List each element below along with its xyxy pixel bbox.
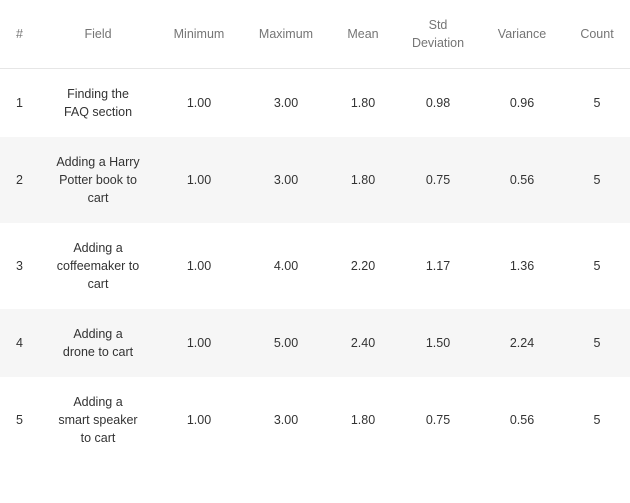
cell-std-deviation: 0.98: [425, 96, 451, 110]
cell-field: Finding the FAQ section: [40, 69, 156, 138]
cell-variance: 0.96: [509, 96, 535, 110]
cell-minimum: 1.00: [186, 413, 212, 427]
table-row: 1 Finding the FAQ section 1.00 3.00 1.80…: [0, 69, 630, 138]
header-index: #: [0, 0, 40, 69]
cell-field: Adding a Harry Potter book to cart: [40, 137, 156, 223]
cell-std-deviation: 1.17: [425, 259, 451, 273]
cell-field-text: Finding the FAQ section: [63, 87, 133, 119]
cell-index: 2: [0, 137, 40, 223]
cell-maximum: 3.00: [273, 96, 299, 110]
cell-index: 3: [16, 259, 23, 273]
cell-minimum: 1.00: [156, 309, 242, 377]
cell-variance: 2.24: [480, 309, 564, 377]
table-body: 1 Finding the FAQ section 1.00 3.00 1.80…: [0, 69, 630, 464]
header-field: Field: [40, 0, 156, 69]
statistics-table: # Field Minimum Maximum Mean Std Deviati…: [0, 0, 630, 464]
cell-count: 5: [593, 259, 601, 273]
table-row: 3 Adding a coffeemaker to cart 1.00 4.00…: [0, 223, 630, 309]
table-row: 2 Adding a Harry Potter book to cart 1.0…: [0, 137, 630, 223]
header-std-line1: Std: [428, 18, 448, 32]
cell-mean: 1.80: [330, 137, 396, 223]
cell-minimum: 1.00: [156, 137, 242, 223]
header-count: Count: [564, 0, 630, 69]
cell-field: Adding a smart speaker to cart: [40, 377, 156, 463]
cell-field: Adding a coffeemaker to cart: [40, 223, 156, 309]
cell-variance: 1.36: [509, 259, 535, 273]
header-variance: Variance: [480, 0, 564, 69]
cell-std-deviation: 0.75: [396, 137, 480, 223]
table-row: 4 Adding a drone to cart 1.00 5.00 2.40 …: [0, 309, 630, 377]
cell-index: 4: [0, 309, 40, 377]
cell-count: 5: [564, 137, 630, 223]
cell-count: 5: [593, 413, 601, 427]
cell-std-deviation: 0.75: [425, 413, 451, 427]
cell-maximum: 4.00: [273, 259, 299, 273]
cell-field-text: Adding a smart speaker to cart: [58, 395, 138, 445]
cell-index: 1: [16, 96, 23, 110]
cell-mean: 2.20: [350, 259, 376, 273]
cell-variance: 0.56: [509, 413, 535, 427]
cell-minimum: 1.00: [186, 96, 212, 110]
header-maximum: Maximum: [242, 0, 330, 69]
cell-variance: 0.56: [480, 137, 564, 223]
cell-std-deviation: 1.50: [396, 309, 480, 377]
header-std-deviation: Std Deviation: [396, 0, 480, 69]
cell-field-text: Adding a coffeemaker to cart: [56, 241, 140, 291]
header-std-line2: Deviation: [411, 36, 465, 50]
cell-maximum: 3.00: [242, 137, 330, 223]
cell-minimum: 1.00: [186, 259, 212, 273]
cell-count: 5: [564, 309, 630, 377]
cell-maximum: 3.00: [273, 413, 299, 427]
header-row: # Field Minimum Maximum Mean Std Deviati…: [0, 0, 630, 69]
cell-field-text: Adding a Harry Potter book to cart: [56, 155, 140, 205]
cell-index: 5: [16, 413, 23, 427]
cell-maximum: 5.00: [242, 309, 330, 377]
cell-field-text: Adding a drone to cart: [62, 327, 134, 359]
header-mean: Mean: [330, 0, 396, 69]
table-row: 5 Adding a smart speaker to cart 1.00 3.…: [0, 377, 630, 463]
cell-mean: 2.40: [330, 309, 396, 377]
header-minimum: Minimum: [156, 0, 242, 69]
cell-field: Adding a drone to cart: [40, 309, 156, 377]
cell-count: 5: [593, 96, 601, 110]
table-header: # Field Minimum Maximum Mean Std Deviati…: [0, 0, 630, 69]
cell-mean: 1.80: [350, 96, 376, 110]
cell-mean: 1.80: [350, 413, 376, 427]
